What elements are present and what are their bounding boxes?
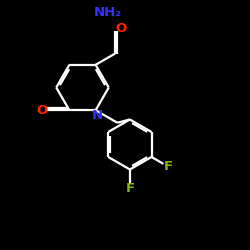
Text: F: F	[164, 160, 173, 173]
Text: O: O	[37, 104, 48, 117]
Text: O: O	[116, 22, 127, 35]
Text: N: N	[91, 109, 102, 122]
Text: F: F	[125, 182, 134, 195]
Text: NH₂: NH₂	[94, 6, 122, 19]
